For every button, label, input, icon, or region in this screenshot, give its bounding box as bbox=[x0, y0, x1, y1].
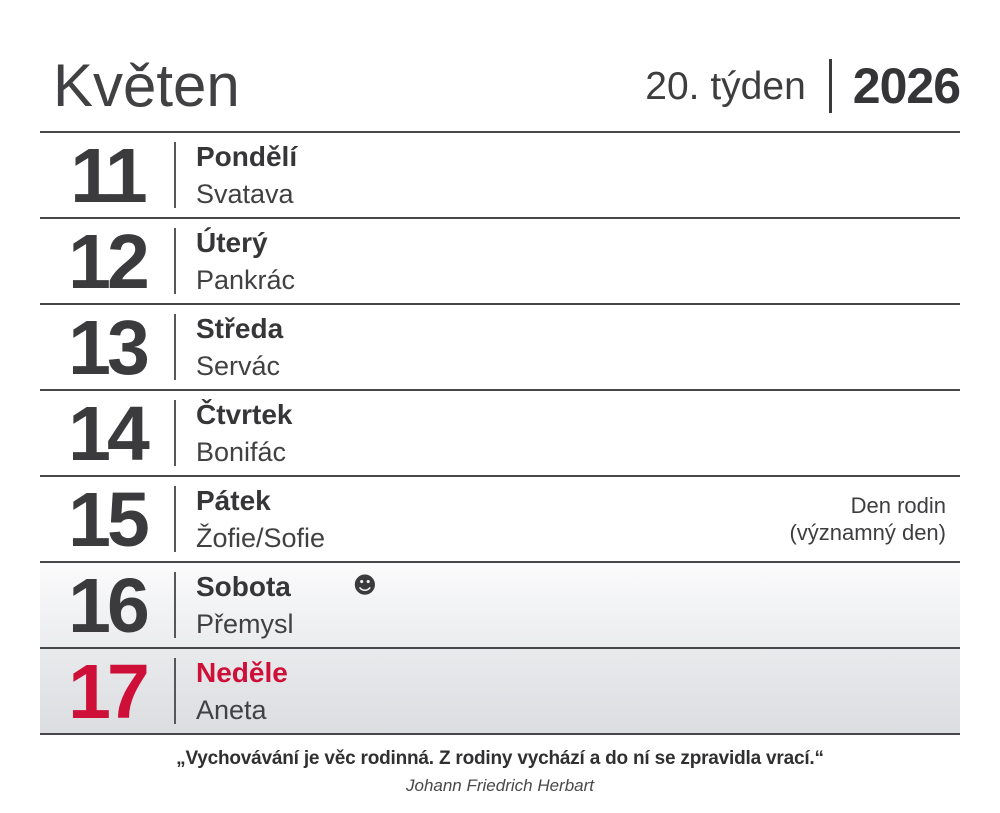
name-day: Přemysl bbox=[196, 609, 294, 639]
day-text: Neděle Aneta bbox=[176, 649, 288, 733]
day-name: Středa bbox=[196, 313, 284, 344]
day-number: 16 bbox=[68, 562, 150, 649]
day-text: Pátek Žofie/Sofie bbox=[176, 477, 325, 561]
name-day: Bonifác bbox=[196, 437, 287, 467]
day-number: 13 bbox=[68, 304, 150, 391]
name-day: Pankrác bbox=[196, 265, 296, 295]
day-name: Neděle bbox=[196, 657, 288, 688]
quote-text: „Vychovávání je věc rodinná. Z rodiny vy… bbox=[176, 748, 824, 769]
row-divider bbox=[174, 400, 176, 466]
day-rows: 11 Pondělí Svatava 12 Úterý Pankrác 13 S… bbox=[40, 131, 960, 735]
day-name-label: Sobota bbox=[196, 571, 291, 602]
name-day: Svatava bbox=[196, 179, 294, 209]
day-number: 15 bbox=[68, 476, 150, 563]
day-name: Pátek bbox=[196, 485, 271, 516]
day-text: Středa Servác bbox=[176, 305, 283, 389]
day-number: 12 bbox=[68, 218, 150, 305]
row-divider bbox=[174, 572, 176, 638]
quote-footer: „Vychovávání je věc rodinná. Z rodiny vy… bbox=[0, 737, 1000, 796]
day-row-wednesday: 13 Středa Servác bbox=[40, 303, 960, 391]
row-divider bbox=[174, 142, 176, 208]
day-text: Úterý Pankrác bbox=[176, 219, 295, 303]
day-row-friday: 15 Pátek Žofie/Sofie Den rodin (významný… bbox=[40, 475, 960, 563]
day-row-tuesday: 12 Úterý Pankrác bbox=[40, 217, 960, 305]
row-divider bbox=[174, 658, 176, 724]
day-row-thursday: 14 Čtvrtek Bonifác bbox=[40, 389, 960, 477]
day-name: Úterý bbox=[196, 227, 268, 258]
day-row-monday: 11 Pondělí Svatava bbox=[40, 131, 960, 219]
day-number: 11 bbox=[70, 132, 147, 219]
holiday-note-line1: Den rodin bbox=[850, 493, 946, 518]
day-name: Pondělí bbox=[196, 141, 298, 172]
day-name: Sobota ☻ bbox=[196, 568, 377, 605]
month-title: Květen bbox=[53, 52, 240, 119]
day-text: Pondělí Svatava bbox=[176, 133, 297, 217]
row-divider bbox=[174, 486, 176, 552]
day-name: Čtvrtek bbox=[196, 399, 293, 430]
day-text: Čtvrtek Bonifác bbox=[176, 391, 292, 475]
holiday-note-line2: (významný den) bbox=[789, 520, 946, 545]
day-row-sunday: 17 Neděle Aneta bbox=[40, 647, 960, 735]
name-day: Aneta bbox=[196, 695, 267, 725]
calendar-header: Květen 20. týden 2026 bbox=[40, 0, 961, 131]
name-day: Servác bbox=[196, 351, 281, 381]
week-year-group: 20. týden 2026 bbox=[645, 58, 961, 114]
name-day: Žofie/Sofie bbox=[196, 523, 326, 553]
header-divider bbox=[828, 59, 832, 113]
quote-author: Johann Friedrich Herbart bbox=[405, 776, 595, 795]
day-text: Sobota ☻ Přemysl bbox=[176, 563, 377, 647]
week-number: 20. týden bbox=[645, 64, 806, 108]
day-number: 14 bbox=[68, 390, 150, 477]
row-divider bbox=[174, 314, 176, 380]
day-number: 17 bbox=[68, 648, 150, 735]
row-divider bbox=[174, 228, 176, 294]
smiley-icon: ☻ bbox=[352, 573, 377, 599]
day-row-saturday: 16 Sobota ☻ Přemysl bbox=[40, 561, 960, 649]
holiday-note: Den rodin (významný den) bbox=[789, 492, 960, 546]
year-label: 2026 bbox=[852, 58, 961, 114]
